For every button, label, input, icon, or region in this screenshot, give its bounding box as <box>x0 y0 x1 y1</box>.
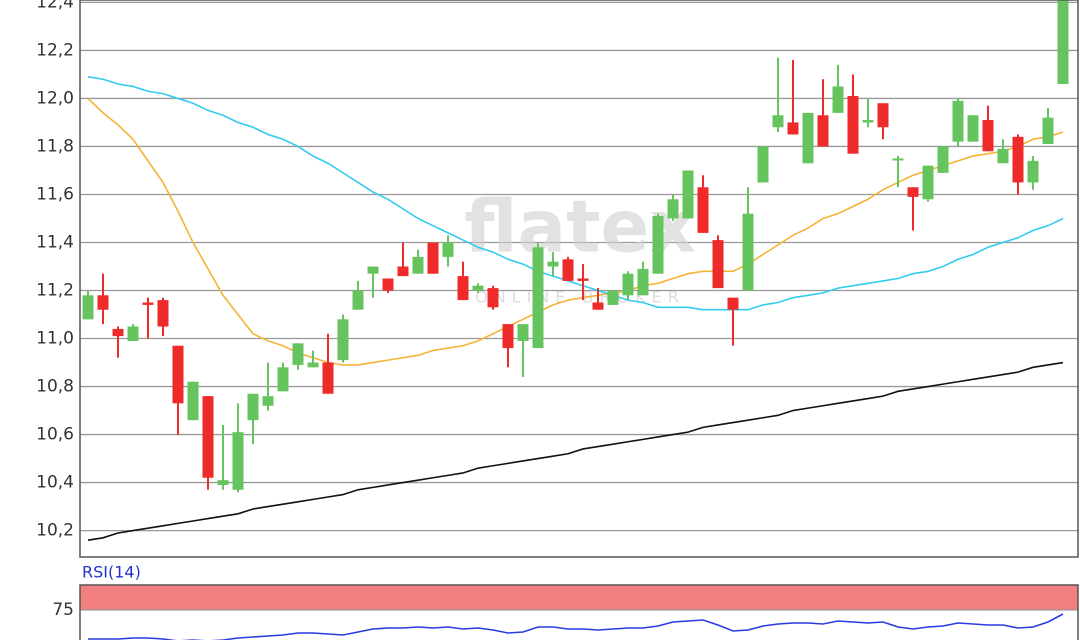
y-tick-label: 11,6 <box>36 184 74 204</box>
y-tick-label: 12,0 <box>36 88 74 108</box>
candle-body <box>247 393 259 421</box>
candle-body <box>772 115 784 128</box>
candle-body <box>892 158 904 161</box>
candle-body <box>637 268 649 296</box>
candle-body <box>1057 0 1069 85</box>
candle-body <box>982 120 994 152</box>
candle-body <box>157 300 169 327</box>
candle-body <box>1012 136 1024 183</box>
candle-body <box>322 362 334 394</box>
candle-body <box>937 146 949 173</box>
candle-body <box>577 278 589 281</box>
candle-body <box>832 86 844 113</box>
candle-body <box>997 148 1009 164</box>
candle-body <box>847 96 859 154</box>
y-tick-label: 12,2 <box>36 40 74 60</box>
y-tick-label: 10,2 <box>36 521 74 541</box>
candle-body <box>532 247 544 349</box>
panel-title: RSI(14) <box>82 563 141 582</box>
candle-body <box>127 326 139 341</box>
candle-body <box>427 242 439 274</box>
watermark-tagline: ONLINE BROKER <box>475 288 685 307</box>
y-tick-label: 11,8 <box>36 136 74 156</box>
candle-body <box>187 381 199 421</box>
candle-body <box>517 324 529 341</box>
candle-body <box>172 345 184 404</box>
candle-body <box>607 290 619 305</box>
candle-body <box>277 367 289 392</box>
candle-body <box>262 396 274 406</box>
y-tick-label: 11,4 <box>36 232 74 252</box>
y-tick-label: 11,2 <box>36 281 74 301</box>
candle-body <box>112 328 124 337</box>
candle-body <box>82 295 94 320</box>
line-series <box>88 613 1064 640</box>
candle-body <box>907 187 919 197</box>
y-tick-label: 11,0 <box>36 329 74 349</box>
y-tick-label: 10,8 <box>36 377 74 397</box>
candle-body <box>877 103 889 128</box>
candle-body <box>712 240 724 289</box>
candle-body <box>367 266 379 274</box>
candle-body <box>862 120 874 123</box>
candle-body <box>1027 160 1039 183</box>
band <box>79 584 1079 611</box>
candle-body <box>307 362 319 368</box>
candle-body <box>967 115 979 142</box>
candle-body <box>682 170 694 219</box>
y-tick-label: 10,6 <box>36 425 74 445</box>
candle-body <box>727 297 739 310</box>
y-tick-label: 10,4 <box>36 473 74 493</box>
plot-border <box>79 584 1079 640</box>
candle-body <box>802 112 814 164</box>
candle-body <box>922 165 934 200</box>
y-tick-label: 75 <box>52 600 74 620</box>
candle-body <box>757 146 769 183</box>
candle-body <box>952 100 964 142</box>
candle-body <box>697 187 709 233</box>
candle-body <box>547 261 559 267</box>
candle-body <box>667 199 679 219</box>
candle-body <box>457 276 469 301</box>
candle-body <box>787 122 799 135</box>
candle-body <box>232 432 244 490</box>
candle-body <box>472 285 484 291</box>
candle-body <box>622 273 634 296</box>
candle-body <box>292 343 304 365</box>
candle-body <box>592 302 604 310</box>
candle-body <box>397 266 409 277</box>
candle-body <box>142 302 154 305</box>
line-series <box>87 76 1064 311</box>
candle-body <box>502 324 514 349</box>
candle-body <box>412 256 424 274</box>
candle-body <box>202 396 214 478</box>
line-series <box>87 97 1064 366</box>
candle-body <box>442 242 454 257</box>
candle-body <box>217 480 229 485</box>
candle-body <box>337 319 349 361</box>
candle-body <box>1042 117 1054 145</box>
candle-body <box>487 288 499 308</box>
plot-border <box>79 0 1079 558</box>
y-tick-label: 12,4 <box>36 0 74 12</box>
candle-body <box>742 213 754 291</box>
line-series <box>87 361 1064 541</box>
candle-body <box>352 290 364 310</box>
candle-body <box>562 259 574 281</box>
candle-body <box>382 278 394 291</box>
candle-body <box>817 115 829 147</box>
candle-body <box>652 216 664 274</box>
candle-body <box>97 295 109 310</box>
